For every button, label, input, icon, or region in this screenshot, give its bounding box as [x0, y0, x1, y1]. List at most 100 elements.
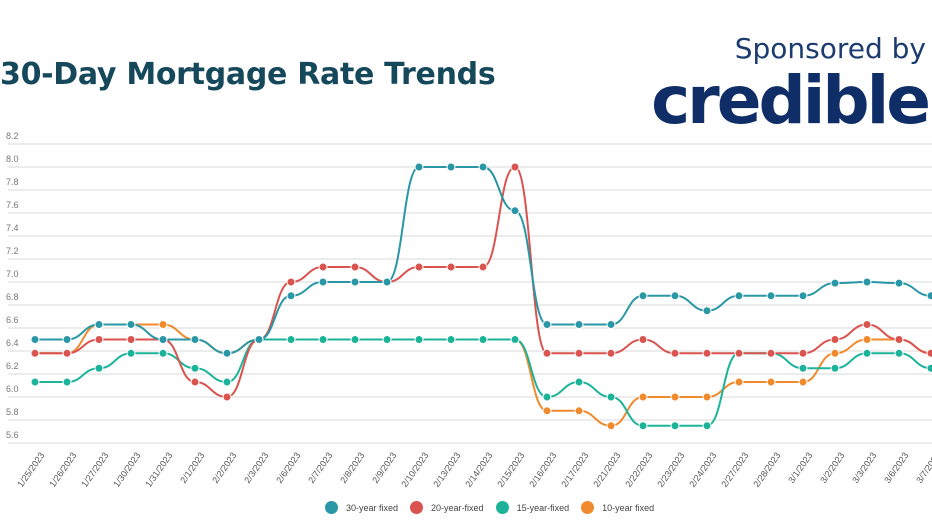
data-point	[670, 421, 680, 431]
sponsor-label: Sponsored by	[734, 32, 926, 65]
y-tick-label: 6.8	[6, 292, 19, 302]
y-tick-label: 7.0	[6, 269, 19, 279]
data-point	[542, 406, 552, 416]
data-point	[926, 348, 932, 358]
data-point	[350, 335, 360, 344]
data-point	[30, 348, 40, 358]
legend: 30-year fixed 20-year-fixed 15-year-fixed 1…	[325, 501, 654, 514]
data-point	[478, 262, 488, 272]
data-point	[94, 363, 104, 373]
data-point	[830, 335, 840, 344]
y-tick-label: 7.4	[6, 223, 19, 233]
y-tick-label: 6.6	[6, 315, 19, 325]
data-point	[638, 421, 648, 431]
x-tick-label: 2/13/2023	[431, 451, 462, 490]
data-point	[286, 277, 296, 287]
line-chart: 8.2 8.0 7.8 7.6 7.4 7.2 7.0 6.8 6.6 6.4 6.2 6.0 5.8 5…	[6, 131, 932, 490]
data-point	[382, 277, 392, 287]
data-point	[478, 335, 488, 344]
data-point	[478, 162, 488, 172]
data-point	[510, 335, 520, 344]
data-point	[126, 320, 136, 330]
data-point	[30, 377, 40, 387]
y-tick-label: 5.6	[6, 430, 19, 440]
legend-item[interactable]: 30-year fixed	[325, 501, 398, 514]
data-point	[30, 335, 40, 344]
x-tick-label: 1/27/2023	[79, 451, 110, 490]
x-tick-label: 3/7/2023	[914, 451, 932, 485]
data-point	[510, 162, 520, 172]
x-tick-label: 2/21/2023	[591, 451, 622, 490]
x-tick-label: 3/6/2023	[882, 451, 910, 485]
data-point	[62, 377, 72, 387]
data-point	[190, 377, 200, 387]
x-axis: 1/25/2023 1/26/2023 1/27/2023 1/30/2023 1/31…	[15, 451, 932, 490]
data-point	[638, 335, 648, 344]
legend-swatch-icon	[410, 501, 424, 514]
data-point	[702, 421, 712, 431]
x-tick-label: 2/3/2023	[242, 451, 270, 485]
data-point	[734, 291, 744, 301]
data-point	[318, 262, 328, 272]
y-tick-label: 7.2	[6, 246, 19, 256]
data-point	[350, 262, 360, 272]
data-point	[158, 335, 168, 344]
x-tick-label: 2/10/2023	[399, 451, 430, 490]
legend-item[interactable]: 20-year-fixed	[410, 501, 484, 514]
x-tick-label: 2/7/2023	[306, 451, 334, 485]
data-point	[222, 377, 232, 387]
data-point	[862, 335, 872, 344]
data-point	[702, 306, 712, 316]
data-point	[862, 348, 872, 358]
data-point	[126, 348, 136, 358]
data-point	[830, 363, 840, 373]
sponsor-logo: credible	[651, 62, 931, 139]
legend-label: 30-year fixed	[346, 502, 399, 513]
data-point	[798, 348, 808, 358]
data-point	[190, 335, 200, 344]
y-tick-label: 5.8	[6, 407, 19, 417]
legend-swatch-icon	[581, 501, 595, 514]
x-tick-label: 2/23/2023	[655, 451, 686, 490]
x-tick-label: 1/25/2023	[15, 451, 46, 490]
data-point	[414, 162, 424, 172]
data-point	[446, 262, 456, 272]
data-point	[542, 320, 552, 330]
series-line-15-year-fixed	[34, 338, 932, 427]
data-point	[158, 320, 168, 330]
data-point	[926, 363, 932, 373]
legend-item[interactable]: 10-year fixed	[581, 501, 654, 514]
data-point	[670, 348, 680, 358]
x-tick-label: 3/2/2023	[818, 451, 846, 485]
data-point	[638, 291, 648, 301]
data-point	[766, 348, 776, 358]
data-point	[798, 377, 808, 387]
data-point	[94, 320, 104, 330]
legend-label: 10-year fixed	[602, 502, 655, 513]
data-point	[318, 335, 328, 344]
data-point	[62, 335, 72, 344]
data-point	[222, 348, 232, 358]
data-point	[542, 392, 552, 402]
x-tick-label: 2/9/2023	[370, 451, 398, 485]
x-tick-label: 2/1/2023	[178, 451, 206, 485]
y-tick-label: 6.4	[6, 338, 19, 348]
x-tick-label: 1/30/2023	[111, 451, 142, 490]
x-tick-label: 3/3/2023	[850, 451, 878, 485]
data-point	[894, 335, 904, 344]
data-point	[734, 377, 744, 387]
data-point	[414, 335, 424, 344]
y-tick-label: 8.0	[6, 154, 19, 164]
y-axis: 8.2 8.0 7.8 7.6 7.4 7.2 7.0 6.8 6.6 6.4 6.2 6.0 5.8 5…	[6, 131, 19, 440]
x-tick-label: 2/16/2023	[527, 451, 558, 490]
data-point	[894, 348, 904, 358]
legend-label: 20-year-fixed	[431, 502, 484, 513]
legend-item[interactable]: 15-year-fixed	[495, 501, 569, 514]
data-point	[350, 277, 360, 287]
data-point	[670, 291, 680, 301]
data-point	[510, 206, 520, 216]
data-point	[254, 335, 264, 344]
data-point	[414, 262, 424, 272]
x-tick-label: 2/14/2023	[463, 451, 494, 490]
data-point	[894, 278, 904, 288]
